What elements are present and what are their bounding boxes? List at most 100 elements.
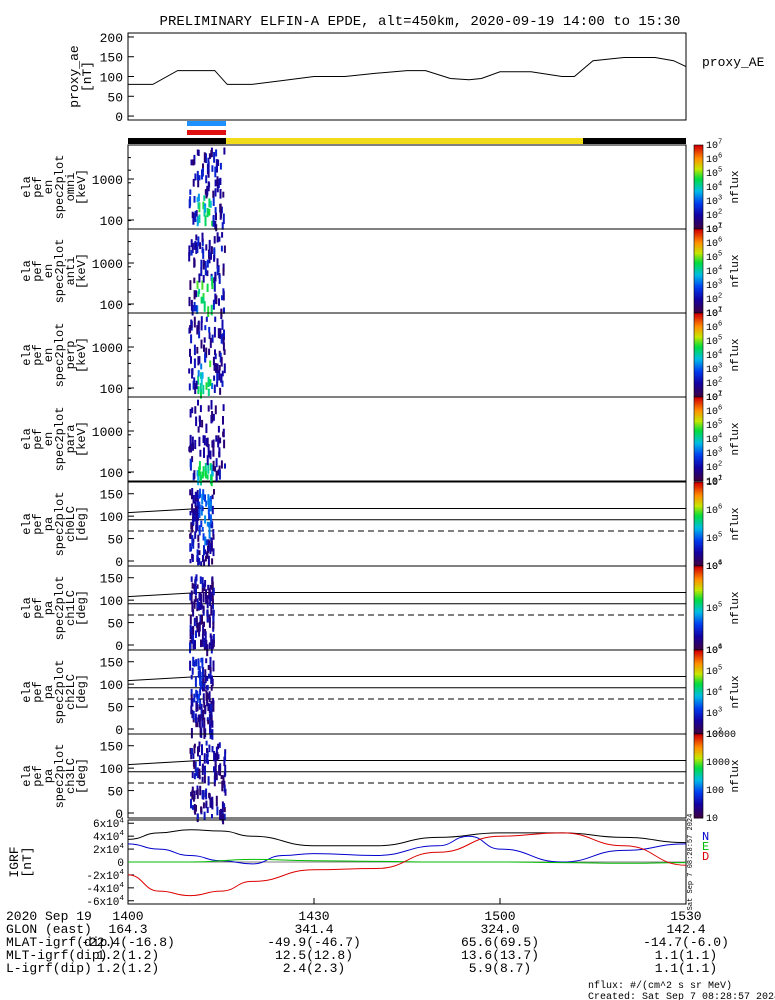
pa-spectrogram-pixel	[205, 658, 208, 664]
pa-spectrogram-pixel	[210, 635, 213, 645]
energy-spectrogram-pixel	[202, 248, 205, 259]
energy-spectrogram-pixel	[213, 375, 216, 381]
pa-spectrogram-pixel	[200, 594, 203, 605]
colorbar-segment-pa	[694, 725, 703, 729]
pa-ytick-label: 100	[100, 510, 123, 525]
energy-spectrogram-pixel	[189, 408, 192, 418]
pa-spectrogram-pixel	[200, 561, 203, 567]
orbit-status-bars	[128, 121, 686, 144]
colorbar-segment-pa	[694, 612, 703, 615]
pa-spectrogram-pixel	[193, 660, 196, 667]
energy-spectrogram-pixel	[216, 176, 219, 186]
footer-value: -49.9(-46.7)	[267, 935, 361, 950]
colorbar-segment-energy	[694, 430, 703, 434]
pa-spectrogram-pixel	[204, 669, 207, 676]
energy-spectrogram-pixel	[218, 465, 221, 472]
energy-spectrogram-pixel	[207, 157, 210, 166]
pa-spectrogram-pixel	[192, 609, 195, 617]
created-stamp: Created: Sat Sep 7 08:28:57 2024	[588, 991, 775, 1000]
colorbar-segment-pa	[694, 576, 703, 580]
energy-spectrogram-pixel	[190, 159, 193, 166]
energy-spectrogram-pixel	[191, 436, 194, 447]
pa-spectrogram-pixel	[194, 713, 197, 724]
energy-spectrogram-pixel	[219, 177, 222, 186]
energy-spectrogram-pixel	[212, 460, 215, 471]
energy-spectrogram-pixel	[193, 302, 196, 312]
colorbar-tick-label-pa: 106	[706, 560, 722, 574]
energy-spectrogram-pixel	[207, 376, 210, 388]
energy-spectrogram-pixel	[223, 245, 226, 253]
energy-spectrogram-pixel	[205, 438, 208, 447]
energy-spectrogram-pixel	[213, 277, 216, 284]
colorbar-segment-energy	[694, 229, 703, 232]
pa-ylabel-line: ela	[20, 765, 34, 787]
energy-spectrogram-pixel	[197, 356, 200, 366]
colorbar-segment-pa	[694, 769, 703, 773]
energy-spectrogram-pixel	[193, 277, 196, 284]
colorbar-segment-energy	[694, 441, 703, 444]
pa-spectrogram-pixel	[199, 614, 202, 625]
colorbar-segment-energy	[694, 422, 703, 425]
colorbar-segment-pa	[694, 584, 703, 588]
colorbar-segment-pa	[694, 553, 703, 556]
energy-spectrogram-pixel	[215, 435, 218, 442]
energy-spectrogram-pixel	[216, 182, 219, 193]
footer-row-label: MLAT-igrf(dip)	[6, 935, 115, 950]
pa-spectrogram-pixel	[222, 813, 225, 825]
pa-spectrogram-pixel	[192, 642, 195, 648]
energy-spectrogram-pixel	[188, 368, 191, 374]
energy-spectrogram-pixel	[213, 281, 216, 292]
energy-spectrogram-pixel	[217, 425, 220, 433]
pa-spectrogram-pixel	[193, 584, 196, 595]
colorbar-tick-label-energy: 101	[706, 475, 722, 489]
colorbar-segment-pa	[694, 759, 703, 762]
colorbar-segment-pa	[694, 616, 703, 619]
colorbar-segment-pa	[694, 572, 703, 575]
energy-spectrogram-pixel	[214, 293, 217, 304]
colorbar-segment-pa	[694, 637, 703, 640]
energy-ylabel-line: [keV]	[75, 253, 89, 289]
energy-spectrogram-pixel	[212, 190, 215, 198]
pa-spectrogram-pixel	[212, 534, 215, 540]
energy-spectrogram-pixel	[205, 316, 208, 322]
energy-spectrogram-pixel	[214, 353, 217, 360]
colorbar-segment-pa	[694, 738, 703, 741]
energy-spectrogram-pixel	[203, 152, 206, 163]
energy-spectrogram-pixel	[193, 358, 196, 369]
colorbar-label-energy: nflux	[730, 338, 742, 371]
colorbar-segment-pa	[694, 702, 703, 706]
colorbar-segment-energy	[694, 189, 703, 192]
energy-spectrogram-pixel	[211, 464, 214, 471]
pa-spectrogram-pixel	[218, 742, 221, 748]
energy-spectrogram-pixel	[218, 365, 221, 371]
energy-spectrogram-pixel	[200, 339, 203, 349]
colorbar-segment-energy	[694, 407, 703, 411]
colorbar-segment-energy	[694, 376, 703, 379]
colorbar-segment-energy	[694, 453, 703, 457]
colorbar-segment-energy	[694, 373, 703, 377]
colorbar-tick-label-pa: 105	[706, 665, 722, 679]
energy-spectrogram-pixel	[216, 363, 219, 374]
colorbar-tick-label-energy: 104	[706, 349, 722, 363]
energy-spectrogram-pixel	[204, 463, 207, 472]
pa-spectrogram-pixel	[202, 489, 205, 499]
colorbar-segment-energy	[694, 464, 703, 467]
colorbar-segment-energy	[694, 323, 703, 327]
footer-value: 65.6(69.5)	[461, 935, 539, 950]
colorbar-segment-pa	[694, 742, 703, 745]
energy-ylabel-line: ela	[20, 176, 34, 198]
colorbar-segment-energy	[694, 386, 703, 390]
energy-spectrogram-pixel	[213, 152, 216, 163]
pa-spectrogram-pixel	[207, 665, 210, 671]
pa-spectrogram-pixel	[191, 786, 194, 793]
footer-row-label: GLON (east)	[6, 922, 92, 937]
footer-time-label: 1500	[484, 909, 515, 924]
energy-spectrogram-pixel	[221, 380, 224, 387]
energy-spectrogram-pixel	[197, 320, 200, 330]
colorbar-segment-pa	[694, 528, 703, 531]
energy-spectrogram-pixel	[222, 336, 225, 345]
colorbar-segment-pa	[694, 618, 703, 622]
colorbar-segment-pa	[694, 511, 703, 514]
pa-spectrogram-pixel	[194, 595, 197, 603]
colorbar-segment-pa	[694, 668, 703, 672]
